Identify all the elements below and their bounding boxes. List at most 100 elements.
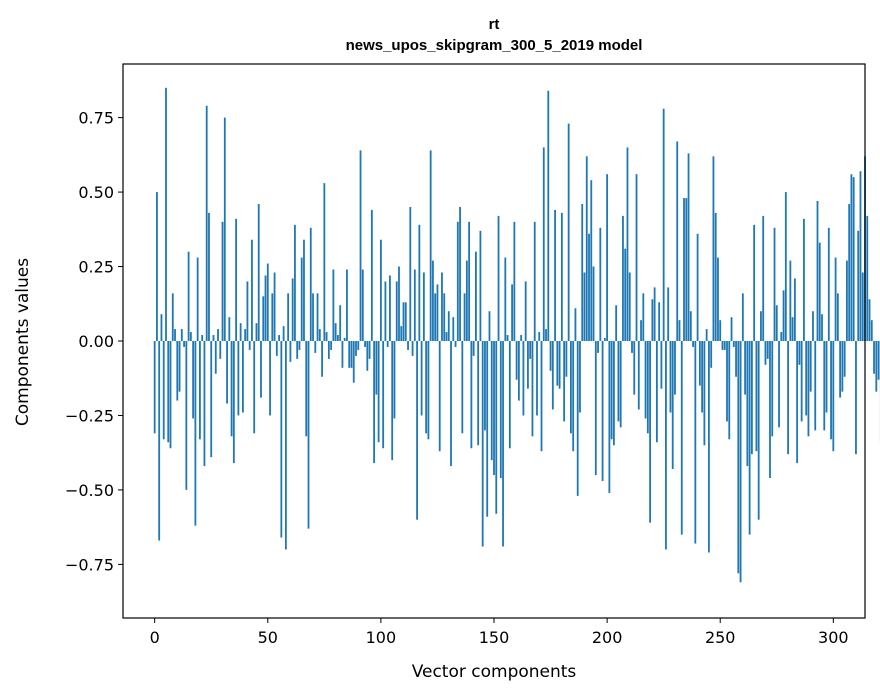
bar-26 [212, 335, 215, 341]
bar-237 [689, 311, 692, 341]
bar-259 [739, 341, 742, 583]
bar-56 [280, 341, 283, 538]
bar-243 [703, 341, 706, 446]
x-tick-label: 200 [592, 628, 623, 647]
bar-110 [402, 302, 405, 341]
bar-209 [626, 147, 629, 341]
bar-165 [527, 341, 529, 389]
bar-108 [398, 266, 400, 341]
bar-15 [187, 251, 190, 341]
bar-282 [791, 317, 794, 341]
bar-185 [572, 341, 575, 452]
bar-208 [624, 248, 627, 341]
bar-129 [445, 332, 448, 341]
chart-subtitle: news_upos_skipgram_300_5_2019 model [346, 37, 643, 54]
y-axis-ticks: −0.75 −0.50 −0.25 0.00 0.25 0.50 0.75 [65, 109, 123, 574]
bar-50 [266, 263, 269, 341]
bar-71 [314, 341, 317, 353]
bar-151 [495, 341, 498, 514]
bar-72 [316, 293, 319, 341]
bar-197 [599, 227, 602, 341]
bar-280 [787, 341, 789, 455]
bar-76 [325, 332, 328, 341]
bar-143 [477, 341, 480, 446]
bar-123 [432, 260, 434, 341]
bar-297 [825, 341, 828, 413]
chart-title: rt [489, 16, 500, 33]
bar-47 [260, 341, 262, 398]
bar-251 [721, 341, 724, 350]
bar-254 [728, 341, 731, 440]
bar-320 [877, 341, 880, 380]
bar-150 [493, 341, 495, 476]
bar-279 [784, 192, 787, 341]
bar-93 [364, 341, 366, 347]
x-tick-label: 100 [366, 628, 397, 647]
bar-168 [533, 221, 536, 341]
bar-135 [459, 206, 461, 341]
x-tick-label: 0 [150, 628, 160, 647]
bar-183 [567, 123, 570, 341]
bar-60 [289, 341, 292, 362]
bar-95 [368, 341, 371, 359]
bar-80 [334, 323, 337, 341]
bar-240 [696, 233, 699, 341]
bar-222 [655, 341, 658, 443]
bar-156 [506, 335, 509, 341]
bar-114 [411, 341, 414, 356]
bar-59 [287, 293, 290, 341]
bar-178 [556, 341, 559, 386]
bar-261 [744, 341, 747, 395]
bar-124 [434, 293, 437, 341]
bar-140 [470, 341, 473, 449]
bar-265 [753, 224, 756, 341]
bar-244 [705, 329, 708, 341]
bar-257 [735, 341, 737, 377]
bar-196 [597, 341, 599, 353]
bar-190 [583, 272, 586, 341]
bar-255 [730, 317, 733, 341]
bar-113 [409, 206, 412, 341]
bar-242 [701, 341, 704, 413]
bar-299 [830, 341, 832, 440]
bar-87 [350, 341, 353, 368]
bar-234 [683, 198, 685, 341]
bar-295 [821, 314, 823, 341]
bar-78 [330, 341, 333, 350]
bar-33 [228, 317, 231, 341]
bar-6 [167, 341, 170, 443]
bar-145 [481, 341, 484, 547]
bar-46 [257, 203, 260, 341]
bar-169 [536, 341, 538, 416]
bar-161 [517, 341, 520, 401]
x-tick-label: 150 [479, 628, 510, 647]
bar-112 [407, 341, 409, 350]
bar-275 [775, 305, 778, 341]
bar-61 [291, 278, 294, 341]
bar-55 [278, 335, 280, 341]
bar-121 [427, 341, 430, 440]
bar-122 [429, 150, 432, 341]
bar-83 [341, 341, 344, 368]
bar-152 [497, 215, 500, 341]
bar-27 [214, 341, 217, 374]
bar-193 [590, 180, 593, 341]
bar-157 [508, 341, 511, 449]
bar-272 [769, 341, 771, 479]
bar-316 [868, 299, 871, 341]
bar-179 [558, 341, 561, 389]
bar-137 [463, 293, 466, 341]
bar-3 [160, 314, 163, 341]
bar-189 [581, 203, 584, 341]
bar-148 [488, 311, 491, 341]
bar-29 [219, 341, 222, 359]
bar-217 [644, 341, 647, 419]
bar-231 [676, 141, 679, 341]
bar-79 [332, 269, 335, 341]
bar-172 [542, 147, 545, 341]
bar-159 [513, 221, 516, 341]
bar-98 [375, 341, 378, 395]
bar-290 [809, 341, 812, 392]
bar-97 [373, 341, 376, 464]
bar-8 [171, 293, 174, 341]
